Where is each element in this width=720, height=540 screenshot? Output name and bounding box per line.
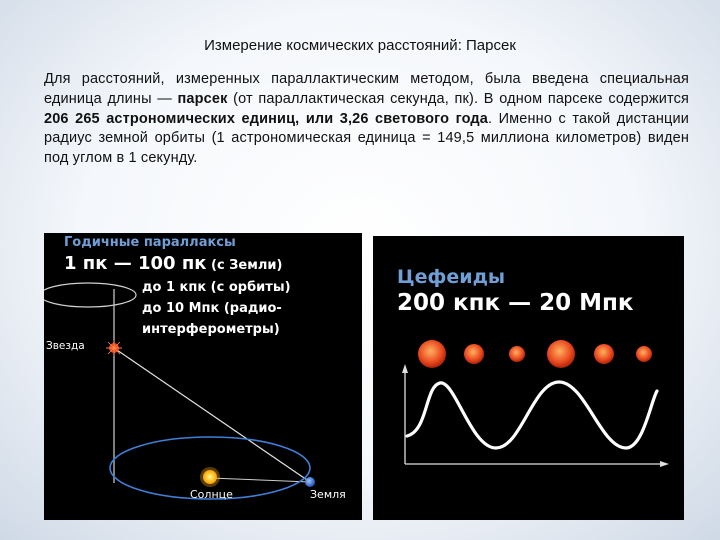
star-label: Звезда <box>46 340 85 352</box>
cepheid-star-6 <box>636 346 652 362</box>
parallax-line-interferometers: интерферометры) <box>142 322 280 337</box>
cepheid-star-2 <box>464 344 484 364</box>
parallax-line-orbit: до 1 кпк (с орбиты) <box>142 280 291 295</box>
sun-label: Солнце <box>190 488 233 501</box>
cepheid-heading: Цефеиды <box>397 266 506 288</box>
cepheid-star-5 <box>594 344 614 364</box>
parallax-main-line: 1 пк — 100 пк <box>64 253 207 274</box>
star-marker <box>106 340 122 356</box>
earth-label: Земля <box>310 488 346 501</box>
parallax-panel: Годичные параллаксы 1 пк — 100 пк (с Зем… <box>44 233 362 520</box>
earth-marker <box>305 477 315 487</box>
cepheid-panel: Цефеиды 200 кпк — 20 Мпк <box>373 236 684 520</box>
para-part-1: Для расстояний, измеренных параллактичес… <box>44 71 689 107</box>
earth-orbit-ellipse <box>109 436 311 500</box>
parallax-main-range: 1 пк — 100 пк (с Земли) <box>64 252 282 278</box>
cepheid-star-3 <box>509 346 525 362</box>
body-paragraph: Для расстояний, измеренных параллактичес… <box>44 70 689 169</box>
star-earth-line <box>113 347 311 483</box>
star-orbit-ellipse <box>44 282 137 308</box>
cepheid-range: 200 кпк — 20 Мпк <box>397 290 634 316</box>
slide-title: Измерение космических расстояний: Парсек <box>204 37 516 54</box>
cepheid-diagram <box>402 340 669 467</box>
cepheid-y-axis-arrow <box>402 364 408 373</box>
sun-marker <box>200 467 220 487</box>
parallax-line-radio: до 10 Мпк (радио- <box>142 301 282 316</box>
cepheid-star-4 <box>547 340 575 368</box>
sun-earth-radius <box>209 477 311 483</box>
cepheid-light-curve <box>405 380 659 450</box>
para-parsec-value: 206 265 астрономических единиц, или 3,26… <box>44 110 488 127</box>
para-part-5: . Именно с такой дистанции радиус земной… <box>44 110 689 167</box>
para-term-parsec: парсек <box>177 90 228 107</box>
para-part-3: (от параллактическая секунда, пк). В одн… <box>227 90 689 107</box>
parallax-main-note: (с Земли) <box>206 258 283 273</box>
cepheid-x-axis-arrow <box>660 461 669 467</box>
parallax-heading: Годичные параллаксы <box>64 235 236 250</box>
cepheid-star-1 <box>418 340 446 368</box>
parallax-diagram <box>44 282 315 500</box>
